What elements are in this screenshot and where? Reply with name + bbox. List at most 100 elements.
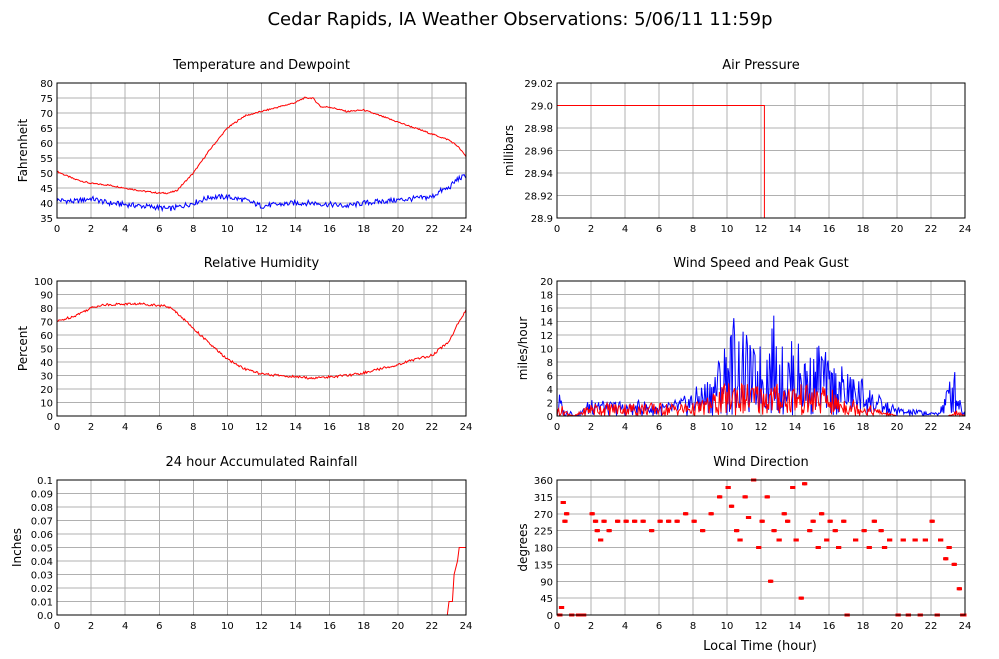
x-tick-label: 8 <box>690 224 696 235</box>
y-tick-label: 8 <box>547 358 553 369</box>
direction-point <box>766 495 770 499</box>
direction-point <box>817 546 821 549</box>
y-tick-label: 70 <box>40 318 53 329</box>
x-tick-label: 24 <box>460 422 473 433</box>
x-tick-label: 4 <box>622 422 628 433</box>
y-tick-label: 0 <box>547 412 553 423</box>
x-tick-label: 0 <box>554 224 560 235</box>
y-tick-label: 180 <box>534 544 553 555</box>
x-tick-label: 6 <box>156 621 162 632</box>
y-tick-label: 30 <box>40 372 53 383</box>
y-tick-label: 75 <box>40 94 53 105</box>
direction-point <box>591 512 595 516</box>
direction-point <box>958 587 962 591</box>
x-tick-label: 16 <box>823 621 836 632</box>
direction-y-axis-label: degrees <box>516 523 530 571</box>
x-tick-label: 24 <box>959 422 972 433</box>
x-tick-label: 20 <box>391 422 404 433</box>
direction-point <box>787 519 791 523</box>
direction-point <box>642 519 646 523</box>
y-tick-label: 50 <box>40 345 53 356</box>
x-tick-label: 6 <box>156 224 162 235</box>
rain-series-line <box>57 547 466 616</box>
x-tick-label: 14 <box>289 224 302 235</box>
y-tick-label: 20 <box>40 385 53 396</box>
x-tick-label: 10 <box>721 422 734 433</box>
x-tick-label: 22 <box>426 422 439 433</box>
y-tick-label: 14 <box>540 318 553 329</box>
direction-point <box>792 486 796 489</box>
x-tick-label: 2 <box>88 621 94 632</box>
direction-point <box>693 519 697 523</box>
x-tick-label: 22 <box>426 224 439 235</box>
y-tick-label: 2 <box>547 399 553 410</box>
y-tick-label: 16 <box>540 304 553 315</box>
direction-point <box>685 512 689 516</box>
x-tick-label: 12 <box>255 621 268 632</box>
y-tick-label: 225 <box>534 527 553 538</box>
direction-point <box>617 519 621 523</box>
humidity-plot-frame <box>56 280 467 417</box>
x-tick-label: 18 <box>857 422 870 433</box>
x-tick-label: 24 <box>460 621 473 632</box>
x-tick-label: 4 <box>122 621 128 632</box>
x-tick-label: 6 <box>656 422 662 433</box>
x-tick-label: 20 <box>391 224 404 235</box>
direction-point <box>838 546 842 549</box>
x-tick-label: 2 <box>88 422 94 433</box>
y-tick-label: 0.06 <box>31 530 53 541</box>
y-tick-label: 55 <box>40 154 53 165</box>
x-tick-label: 16 <box>323 621 336 632</box>
temp-y-axis-label: Fahrenheit <box>16 118 30 182</box>
direction-point <box>608 529 612 533</box>
y-tick-label: 4 <box>547 385 553 396</box>
direction-plot-frame <box>556 479 966 616</box>
direction-point <box>727 486 731 489</box>
direction-point <box>855 538 859 542</box>
y-tick-label: 90 <box>540 577 553 588</box>
direction-point <box>736 529 740 533</box>
pressure-plot-frame <box>556 82 966 219</box>
direction-point <box>566 512 570 516</box>
x-tick-label: 2 <box>588 224 594 235</box>
x-tick-label: 20 <box>391 621 404 632</box>
direction-point <box>761 519 765 523</box>
y-tick-label: 6 <box>547 372 553 383</box>
y-tick-label: 28.96 <box>524 147 553 158</box>
direction-point <box>804 482 808 486</box>
x-tick-label: 4 <box>622 224 628 235</box>
x-tick-label: 2 <box>588 422 594 433</box>
x-tick-label: 18 <box>357 224 370 235</box>
direction-point <box>945 557 949 561</box>
y-tick-label: 12 <box>540 331 553 342</box>
direction-point <box>914 538 918 542</box>
y-tick-label: 0.09 <box>31 490 53 501</box>
y-tick-label: 60 <box>40 331 53 342</box>
x-tick-label: 12 <box>255 224 268 235</box>
x-tick-label: 4 <box>122 224 128 235</box>
x-tick-label: 10 <box>721 224 734 235</box>
rain-chart-title: 24 hour Accumulated Rainfall <box>165 455 357 470</box>
direction-point <box>676 519 680 523</box>
direction-point <box>812 519 816 523</box>
y-tick-label: 10 <box>40 399 53 410</box>
y-tick-label: 0.03 <box>31 571 53 582</box>
direction-point <box>595 519 599 523</box>
x-tick-label: 8 <box>690 422 696 433</box>
direction-point <box>809 529 813 533</box>
y-tick-label: 10 <box>540 345 553 356</box>
rain-y-axis-label: Inches <box>10 528 24 567</box>
y-tick-label: 90 <box>40 291 53 302</box>
x-tick-label: 10 <box>221 422 234 433</box>
y-tick-label: 50 <box>40 169 53 180</box>
direction-point <box>889 538 893 542</box>
rain-plot-frame <box>56 479 467 616</box>
direction-point <box>924 538 928 542</box>
direction-point <box>758 546 762 549</box>
x-tick-label: 18 <box>857 224 870 235</box>
direction-point <box>564 519 568 523</box>
direction-point <box>668 519 672 523</box>
humidity-chart: 0 2 4 6 8 10 12 14 16 18 20 22 240102030405060708090… <box>16 256 472 433</box>
x-tick-label: 10 <box>221 224 234 235</box>
